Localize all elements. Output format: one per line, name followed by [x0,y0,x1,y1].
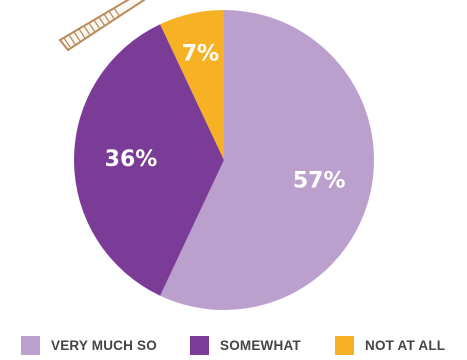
pie-slice-very-much-so [160,10,374,310]
slice-label-not-at-all: 7% [182,42,219,67]
legend-item-very-much-so: VERY MUCH SO [21,335,157,355]
legend-label-not-at-all: NOT AT ALL [365,337,446,353]
legend: VERY MUCH SO SOMEWHAT NOT AT ALL [0,335,467,355]
legend-item-not-at-all: NOT AT ALL [335,335,445,355]
legend-item-somewhat: SOMEWHAT [190,335,301,355]
legend-swatch-somewhat [190,335,209,355]
legend-swatch-very-much-so [21,335,40,355]
pie-chart: 57% 36% 7% [58,0,374,310]
pie-slice-not-at-all [160,10,224,160]
slice-label-very-much-so: 57% [293,168,346,193]
legend-label-very-much-so: VERY MUCH SO [51,337,157,353]
legend-label-somewhat: SOMEWHAT [220,337,301,353]
pencil-icon [58,0,146,52]
slice-label-somewhat: 36% [105,147,158,172]
legend-swatch-not-at-all [335,335,354,355]
pie-slice-somewhat [73,24,224,296]
